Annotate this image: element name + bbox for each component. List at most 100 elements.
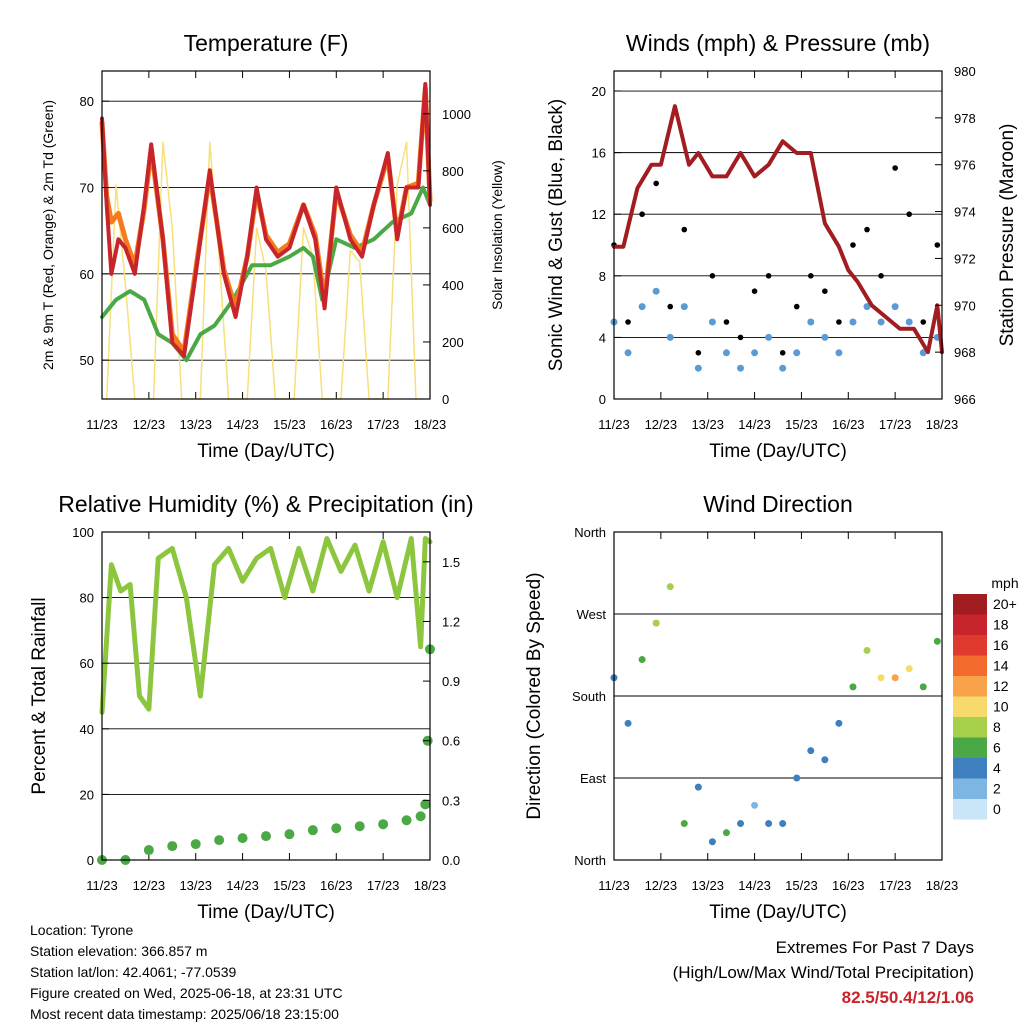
precip-point — [354, 821, 365, 832]
x-tick-label: 15/23 — [273, 878, 306, 893]
colorbar-label: 8 — [993, 719, 1001, 735]
wind-point — [793, 349, 801, 357]
wind-point — [722, 349, 730, 357]
gust-point — [625, 319, 631, 325]
y2-tick-label: 976 — [954, 158, 976, 173]
x-tick-label: 18/23 — [926, 878, 959, 893]
y-tick-label: 40 — [80, 722, 94, 737]
y2-tick-label: 968 — [954, 345, 976, 360]
colorbar-swatch — [953, 594, 987, 615]
colorbar-label: 2 — [993, 781, 1001, 797]
y2-tick-label: 1.2 — [442, 614, 460, 629]
wind-point — [751, 349, 759, 357]
gust-point — [934, 242, 941, 248]
gust-point — [709, 273, 716, 279]
elevation-text: Station elevation: 366.857 m — [30, 943, 208, 959]
wind-point — [680, 303, 688, 311]
y2-tick-label: 966 — [954, 392, 976, 407]
x-tick-label: 16/23 — [320, 878, 353, 893]
gust-point — [681, 226, 688, 233]
x-tick-label: 12/23 — [133, 417, 166, 432]
colorbar-label: 6 — [993, 740, 1001, 756]
precip-point — [378, 819, 389, 830]
humidity-line — [99, 536, 433, 715]
y-tick-label: South — [572, 689, 606, 704]
gust-point — [779, 350, 786, 356]
y2-tick-label: 0.6 — [442, 734, 460, 749]
wind-point — [694, 364, 702, 372]
colorbar-label: 12 — [993, 678, 1009, 694]
gust-point — [836, 319, 842, 325]
y-tick-label: 60 — [80, 656, 94, 671]
y2-tick-label: 800 — [442, 164, 464, 179]
colorbar-swatch — [953, 737, 987, 758]
x-tick-label: 14/23 — [226, 878, 259, 893]
colorbar-label: 10 — [993, 699, 1009, 715]
wind-point — [765, 333, 773, 341]
direction-point — [624, 719, 632, 727]
precip-point — [237, 833, 248, 844]
wind-point — [807, 318, 815, 326]
x-tick-label: 18/23 — [926, 417, 959, 432]
direction-point — [737, 820, 745, 828]
precip-point — [214, 835, 225, 846]
precip-point — [261, 831, 271, 842]
x-tick-label: 14/23 — [738, 417, 771, 432]
precip-point — [190, 839, 201, 850]
colorbar-swatch — [953, 696, 987, 717]
colorbar-swatch — [953, 635, 987, 656]
panel4-frame — [613, 531, 943, 861]
y-tick-label: West — [577, 607, 607, 622]
precip-point — [420, 799, 431, 810]
y-tick-label: East — [580, 771, 606, 786]
y-tick-label: North — [574, 853, 606, 868]
latlon-text: Station lat/lon: 42.4061; -77.0539 — [30, 964, 237, 980]
x-tick-label: 11/23 — [598, 417, 630, 432]
y-tick-label: 16 — [592, 146, 606, 161]
colorbar-swatch — [953, 799, 987, 820]
direction-point — [638, 656, 646, 664]
gust-point — [864, 226, 870, 233]
created-text: Figure created on Wed, 2025-06-18, at 23… — [30, 985, 343, 1001]
direction-point — [666, 583, 674, 591]
y-tick-label: 20 — [80, 787, 94, 802]
y-tick-label: 4 — [599, 330, 606, 345]
y-tick-label: 20 — [592, 84, 606, 99]
x-tick-label: 13/23 — [179, 878, 212, 893]
colorbar-label: 14 — [993, 658, 1009, 674]
direction-point — [905, 665, 913, 673]
x-tick-label: 17/23 — [367, 878, 400, 893]
wind-point — [849, 318, 857, 326]
x-tick-label: 18/23 — [414, 417, 447, 432]
y2-tick-label: 978 — [954, 111, 976, 126]
direction-point — [919, 683, 927, 691]
wind-point — [652, 287, 660, 295]
y-tick-label: 60 — [80, 267, 94, 282]
temp-2m-line — [100, 81, 432, 358]
wind-point — [821, 333, 829, 341]
panel3-xlabel: Time (Day/UTC) — [197, 902, 335, 923]
y-tick-label: 100 — [72, 525, 94, 540]
wind-point — [877, 318, 885, 326]
y2-tick-label: 0 — [442, 392, 449, 407]
gust-point — [920, 319, 927, 325]
panel3-title: Relative Humidity (%) & Precipitation (i… — [58, 491, 473, 517]
colorbar-swatch — [953, 614, 987, 635]
y-tick-label: 12 — [592, 207, 606, 222]
direction-point — [877, 674, 885, 682]
y2-tick-label: 0.3 — [442, 793, 460, 808]
x-tick-label: 17/23 — [879, 417, 912, 432]
gust-point — [639, 211, 645, 218]
x-tick-label: 12/23 — [645, 417, 678, 432]
x-tick-label: 14/23 — [738, 878, 771, 893]
colorbar-swatch — [953, 655, 987, 676]
direction-point — [821, 756, 829, 764]
gust-point — [667, 303, 674, 310]
direction-point — [835, 719, 843, 727]
y2-tick-label: 0.0 — [442, 853, 460, 868]
x-tick-label: 12/23 — [645, 878, 678, 893]
wind-point — [863, 303, 871, 311]
gust-point — [723, 319, 730, 325]
precip-point — [331, 823, 342, 834]
gust-point — [695, 350, 702, 356]
